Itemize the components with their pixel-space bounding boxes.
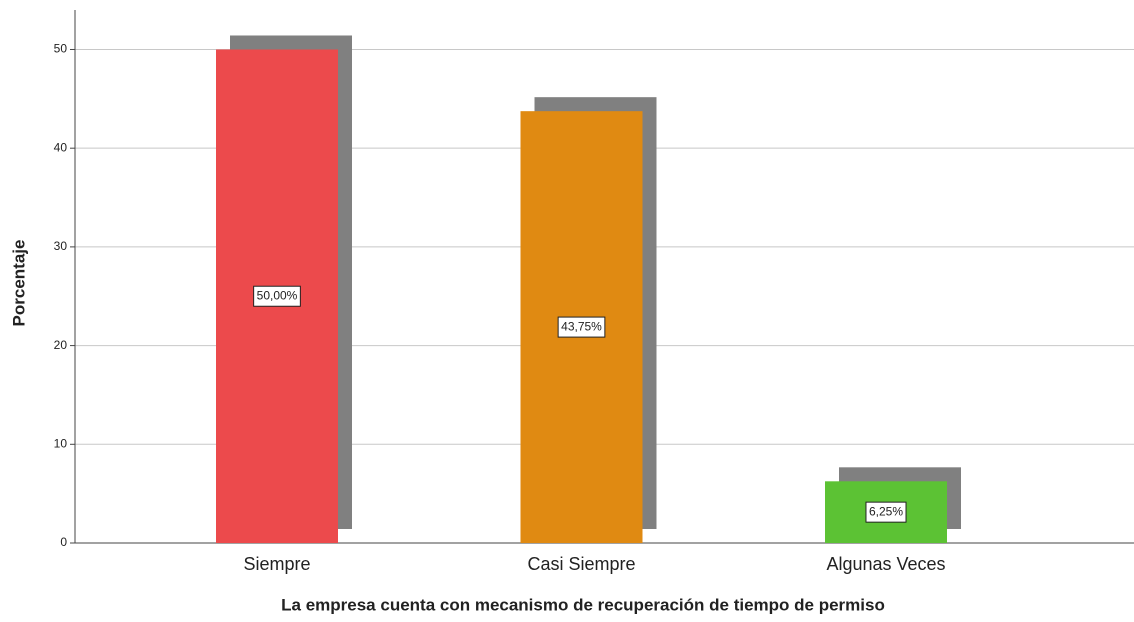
y-tick-label: 20 [54, 338, 68, 352]
x-tick-label: Algunas Veces [826, 554, 945, 574]
y-tick-label: 40 [54, 140, 68, 154]
y-tick-label: 10 [54, 436, 68, 450]
value-label-box [557, 316, 606, 338]
x-tick-label: Casi Siempre [527, 554, 635, 574]
value-label-box [865, 501, 907, 523]
x-tick-label: Siempre [243, 554, 310, 574]
y-tick-label: 0 [60, 535, 67, 549]
x-axis-title: La empresa cuenta con mecanismo de recup… [281, 595, 885, 614]
value-label-box [253, 285, 301, 307]
y-tick-label: 50 [54, 42, 68, 56]
y-tick-label: 30 [54, 239, 68, 253]
y-axis-title: Porcentaje [9, 240, 28, 327]
value-label: 43,75% [561, 319, 602, 333]
value-label: 50,00% [257, 288, 298, 302]
value-label: 6,25% [869, 504, 903, 518]
